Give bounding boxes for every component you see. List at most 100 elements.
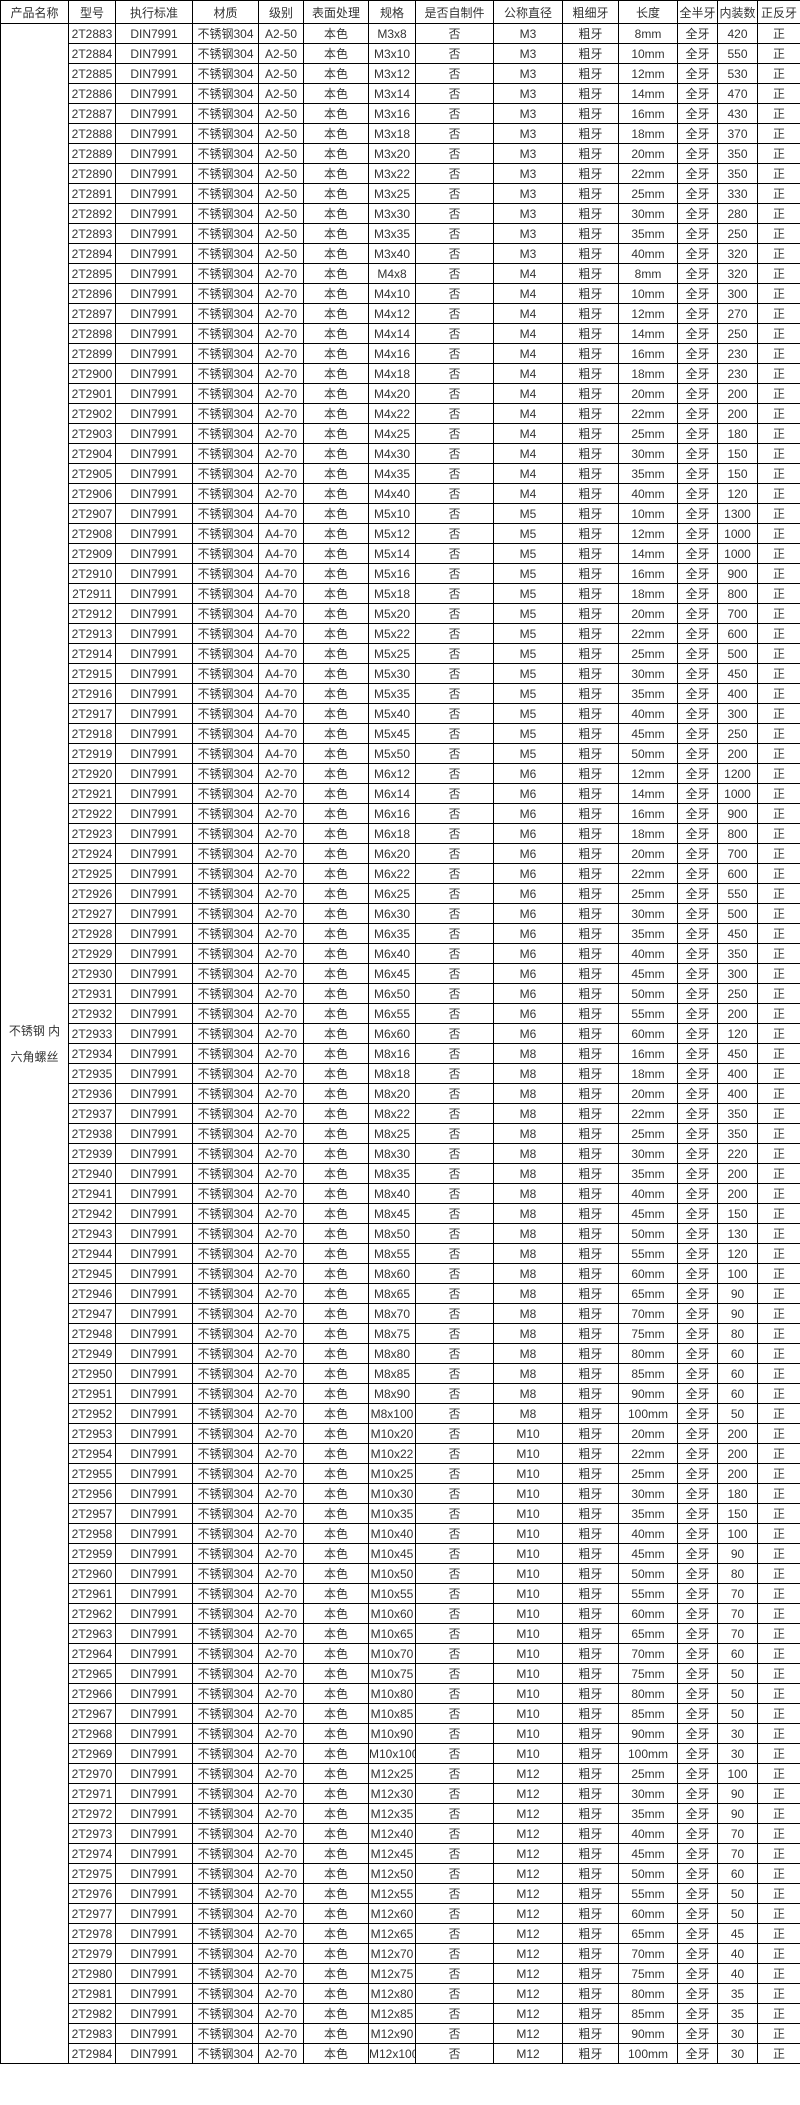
cell-spec: M4x10 [368,283,416,304]
cell-length: 40mm [618,943,678,964]
cell-thread-pitch: 粗牙 [562,43,619,64]
cell-spec: M10x65 [368,1623,416,1644]
cell-standard: DIN7991 [115,663,193,684]
table-row: 2T2959 DIN7991 不锈钢304 A2-70 本色 M10x45 否 M10 粗牙 45… [1,1543,800,1564]
cell-model: 2T2938 [68,1123,116,1144]
cell-self-made: 否 [415,1083,494,1104]
cell-thread-pitch: 粗牙 [562,983,619,1004]
cell-thread-pitch: 粗牙 [562,323,619,344]
cell-nominal-diameter: M3 [493,63,563,84]
cell-nominal-diameter: M3 [493,163,563,184]
cell-grade: A2-70 [258,1023,304,1044]
cell-length: 12mm [618,523,678,544]
cell-pack-qty: 400 [717,1063,758,1084]
cell-model: 2T2942 [68,1203,116,1224]
cell-grade: A2-70 [258,1083,304,1104]
table-row: 2T2938 DIN7991 不锈钢304 A2-70 本色 M8x25 否 M8 粗牙 25mm… [1,1123,800,1144]
cell-grade: A2-70 [258,943,304,964]
cell-nominal-diameter: M4 [493,423,563,444]
cell-model: 2T2904 [68,443,116,464]
table-row: 2T2929 DIN7991 不锈钢304 A2-70 本色 M6x40 否 M6 粗牙 40mm… [1,943,800,964]
cell-pack-qty: 200 [717,1183,758,1204]
cell-self-made: 否 [415,883,494,904]
cell-grade: A2-70 [258,1223,304,1244]
cell-self-made: 否 [415,383,494,404]
cell-grade: A2-70 [258,303,304,324]
cell-self-made: 否 [415,903,494,924]
cell-thread-direction: 正 [757,1583,800,1604]
cell-self-made: 否 [415,143,494,164]
cell-thread-coverage: 全牙 [677,1943,718,1964]
cell-nominal-diameter: M4 [493,323,563,344]
cell-material: 不锈钢304 [192,23,259,44]
cell-self-made: 否 [415,1983,494,2004]
cell-grade: A2-70 [258,1163,304,1184]
cell-thread-direction: 正 [757,1343,800,1364]
cell-material: 不锈钢304 [192,1863,259,1884]
cell-standard: DIN7991 [115,863,193,884]
cell-surface-finish: 本色 [303,1383,369,1404]
cell-thread-pitch: 粗牙 [562,1643,619,1664]
cell-thread-direction: 正 [757,523,800,544]
cell-material: 不锈钢304 [192,103,259,124]
cell-length: 25mm [618,1763,678,1784]
cell-standard: DIN7991 [115,443,193,464]
cell-thread-direction: 正 [757,1023,800,1044]
cell-nominal-diameter: M6 [493,783,563,804]
cell-model: 2T2933 [68,1023,116,1044]
cell-model: 2T2983 [68,2023,116,2044]
cell-thread-pitch: 粗牙 [562,1023,619,1044]
cell-thread-direction: 正 [757,1543,800,1564]
cell-spec: M6x35 [368,923,416,944]
cell-spec: M10x45 [368,1543,416,1564]
table-row: 2T2936 DIN7991 不锈钢304 A2-70 本色 M8x20 否 M8 粗牙 20mm… [1,1083,800,1104]
cell-model: 2T2947 [68,1303,116,1324]
cell-self-made: 否 [415,1003,494,1024]
cell-surface-finish: 本色 [303,1123,369,1144]
cell-grade: A2-70 [258,1263,304,1284]
table-row: 2T2918 DIN7991 不锈钢304 A4-70 本色 M5x45 否 M5 粗牙 45mm… [1,723,800,744]
cell-model: 2T2921 [68,783,116,804]
cell-thread-direction: 正 [757,803,800,824]
cell-spec: M5x45 [368,723,416,744]
cell-material: 不锈钢304 [192,723,259,744]
cell-self-made: 否 [415,1363,494,1384]
cell-material: 不锈钢304 [192,1983,259,2004]
cell-spec: M4x40 [368,483,416,504]
cell-thread-direction: 正 [757,783,800,804]
cell-length: 20mm [618,143,678,164]
cell-thread-coverage: 全牙 [677,843,718,864]
column-header-13: 正反牙 [757,0,800,24]
cell-thread-pitch: 粗牙 [562,563,619,584]
table-row: 2T2917 DIN7991 不锈钢304 A4-70 本色 M5x40 否 M5 粗牙 40mm… [1,703,800,724]
cell-self-made: 否 [415,483,494,504]
cell-thread-direction: 正 [757,1503,800,1524]
cell-standard: DIN7991 [115,1843,193,1864]
cell-nominal-diameter: M6 [493,823,563,844]
cell-pack-qty: 900 [717,803,758,824]
cell-model: 2T2884 [68,43,116,64]
cell-material: 不锈钢304 [192,1303,259,1324]
cell-thread-direction: 正 [757,603,800,624]
table-row: 2T2931 DIN7991 不锈钢304 A2-70 本色 M6x50 否 M6 粗牙 50mm… [1,983,800,1004]
cell-surface-finish: 本色 [303,1683,369,1704]
cell-pack-qty: 35 [717,2003,758,2024]
cell-thread-coverage: 全牙 [677,1523,718,1544]
cell-thread-coverage: 全牙 [677,1283,718,1304]
cell-self-made: 否 [415,1743,494,1764]
cell-material: 不锈钢304 [192,303,259,324]
cell-thread-pitch: 粗牙 [562,1963,619,1984]
table-row: 2T2927 DIN7991 不锈钢304 A2-70 本色 M6x30 否 M6 粗牙 30mm… [1,903,800,924]
cell-thread-direction: 正 [757,123,800,144]
cell-standard: DIN7991 [115,1883,193,1904]
cell-thread-coverage: 全牙 [677,883,718,904]
cell-surface-finish: 本色 [303,583,369,604]
cell-surface-finish: 本色 [303,223,369,244]
cell-pack-qty: 200 [717,403,758,424]
cell-self-made: 否 [415,1543,494,1564]
cell-model: 2T2972 [68,1803,116,1824]
cell-thread-direction: 正 [757,223,800,244]
cell-thread-coverage: 全牙 [677,1783,718,1804]
cell-standard: DIN7991 [115,583,193,604]
cell-length: 90mm [618,1383,678,1404]
